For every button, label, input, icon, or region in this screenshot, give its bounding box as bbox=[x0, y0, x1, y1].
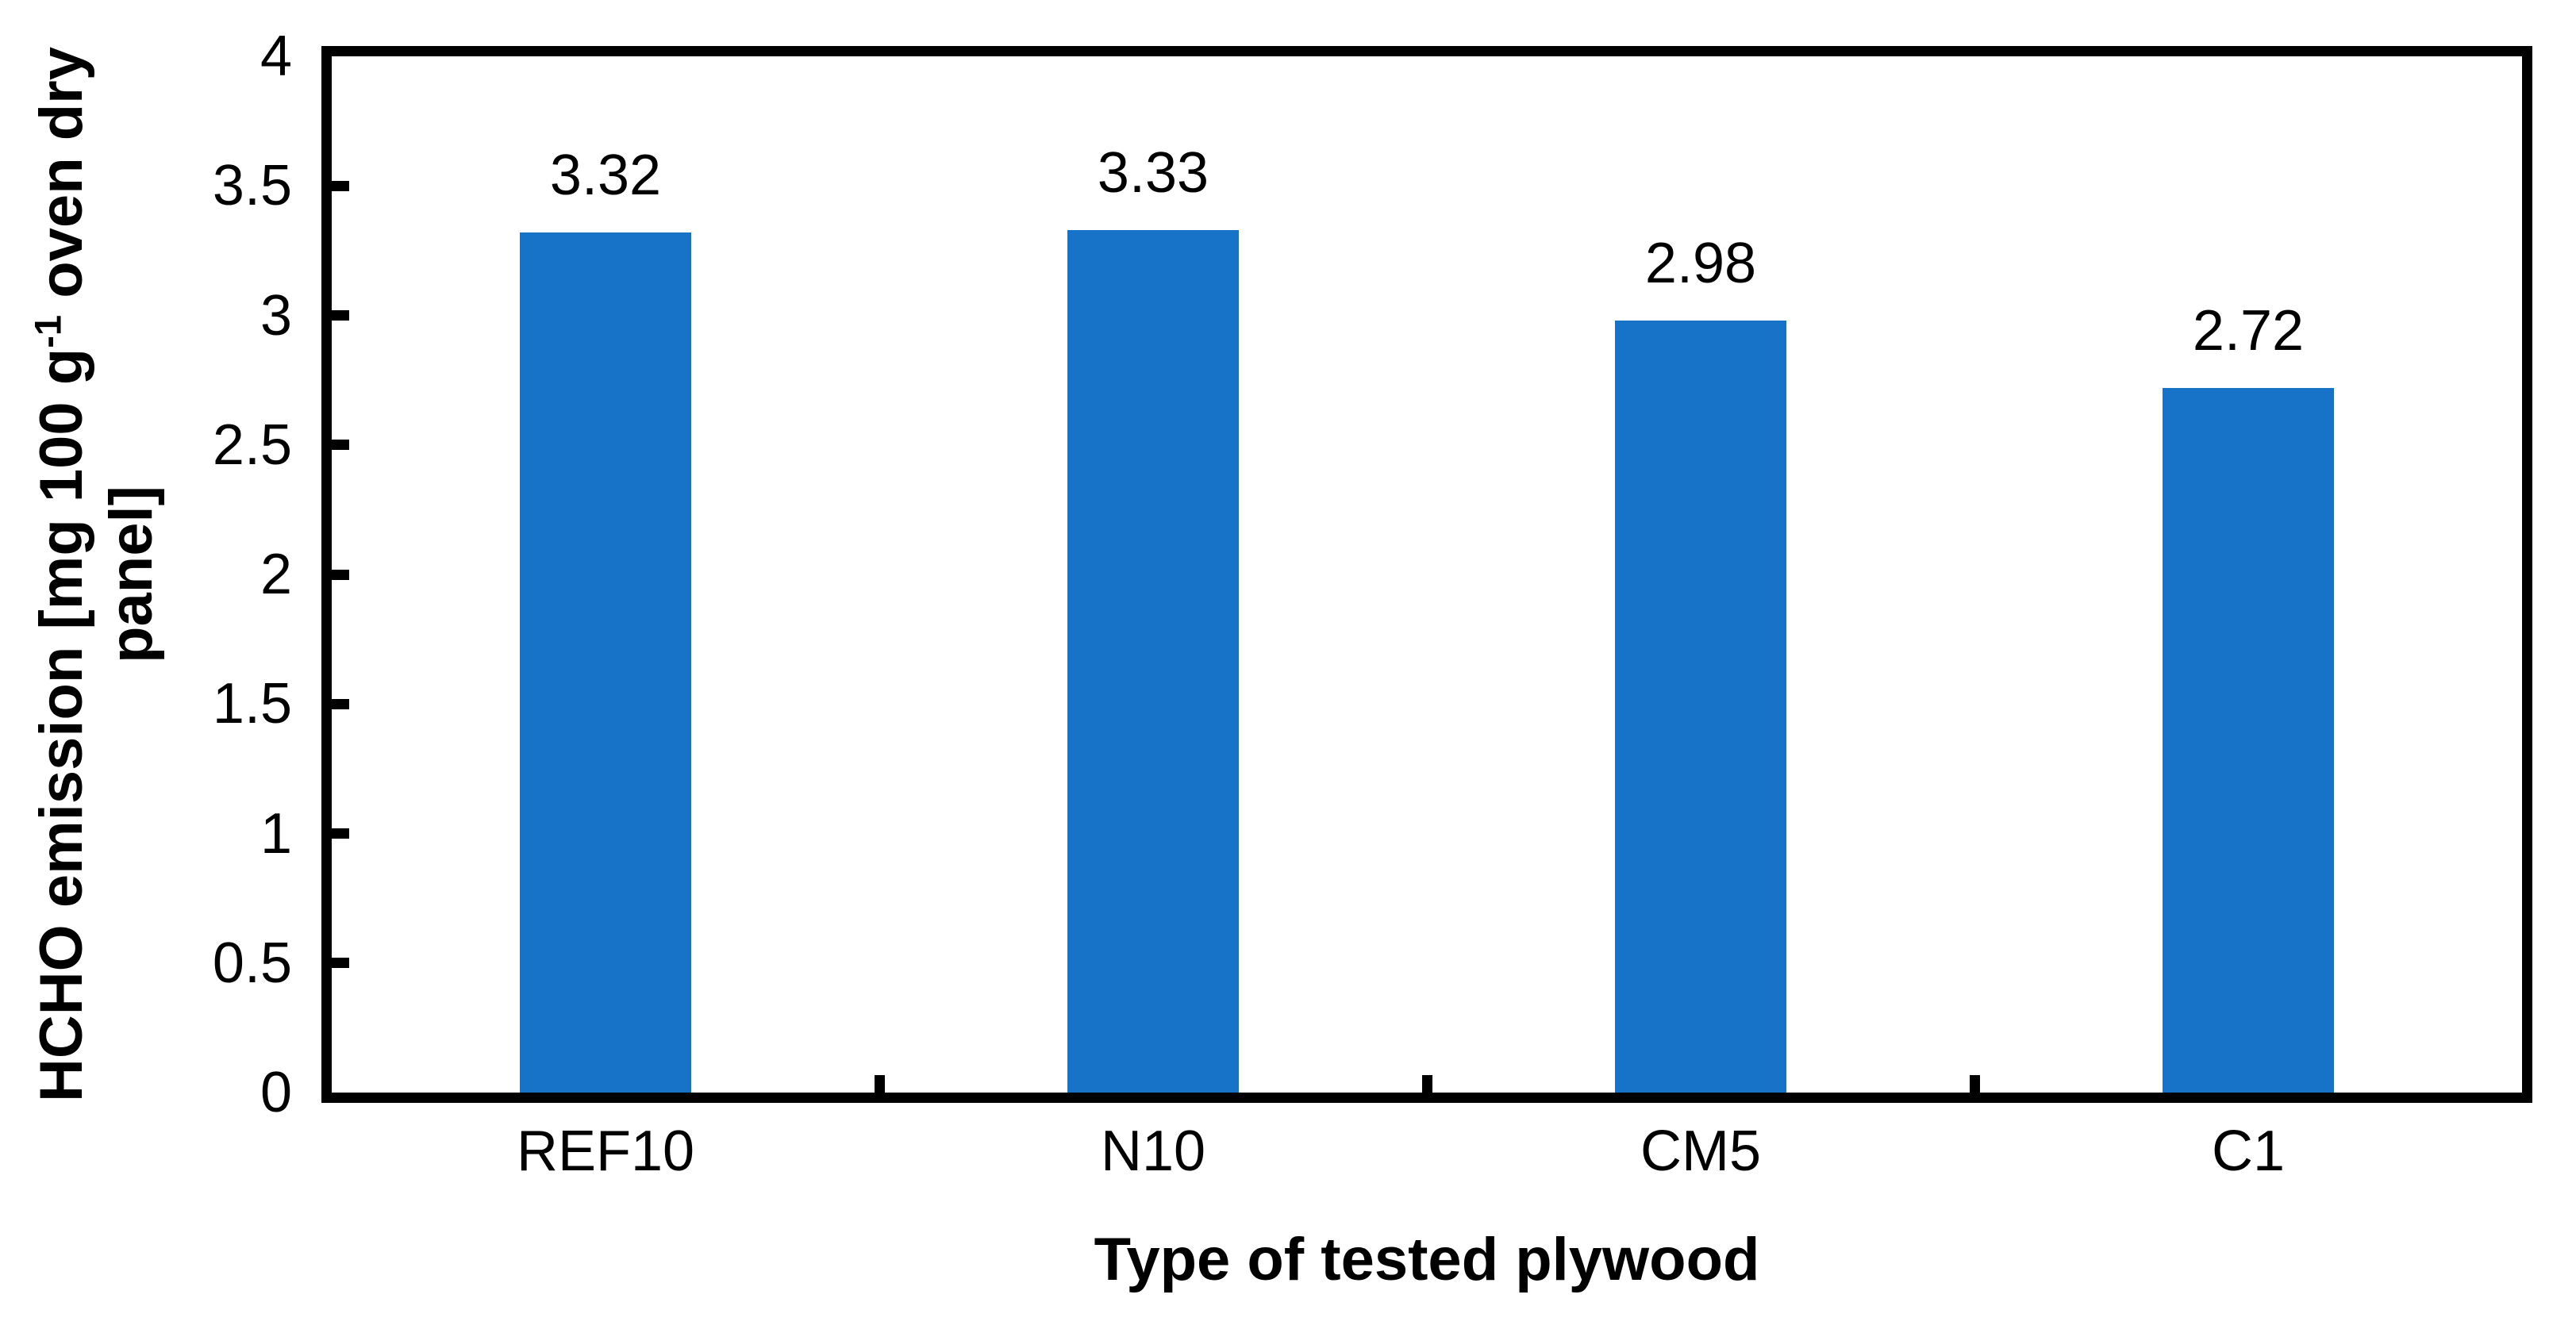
y-tick-label-3: 3 bbox=[260, 283, 292, 348]
y-tick-label-4: 4 bbox=[260, 25, 292, 88]
y-axis-title-text: HCHO emission [mg 100 g bbox=[28, 348, 95, 1103]
data-label-CM5: 2.98 bbox=[1644, 232, 1757, 296]
y-axis-tick-mark bbox=[332, 310, 349, 321]
x-axis-tick-mark bbox=[1969, 1075, 1980, 1093]
y-tick-label-2: 2 bbox=[260, 543, 292, 606]
y-axis-tick-mark bbox=[332, 569, 349, 580]
y-axis-tick-mark bbox=[332, 698, 349, 709]
bar-N10 bbox=[1067, 229, 1239, 1093]
y-tick-label-0: 0 bbox=[260, 1061, 292, 1124]
bar-CM5 bbox=[1615, 321, 1786, 1093]
category-label-N10: N10 bbox=[1100, 1120, 1206, 1183]
y-tick-label-2.5: 2.5 bbox=[212, 413, 292, 477]
y-tick-label-0.5: 0.5 bbox=[212, 931, 292, 995]
x-axis-tick-mark bbox=[874, 1075, 885, 1093]
y-axis-tick-mark bbox=[332, 958, 349, 969]
y-axis-tick-mark bbox=[332, 180, 349, 191]
data-label-N10: 3.33 bbox=[1097, 140, 1209, 205]
y-axis-title-suffix: oven dry bbox=[28, 46, 95, 315]
category-label-REF10: REF10 bbox=[516, 1120, 695, 1183]
x-axis-tick-mark bbox=[1421, 1075, 1432, 1093]
category-label-CM5: CM5 bbox=[1640, 1120, 1761, 1183]
y-tick-label-3.5: 3.5 bbox=[212, 154, 292, 218]
y-axis-title-superscript: -1 bbox=[26, 314, 69, 348]
plot-area bbox=[321, 46, 2532, 1103]
y-tick-label-1.5: 1.5 bbox=[212, 672, 292, 736]
y-tick-label-1: 1 bbox=[260, 801, 292, 866]
y-axis-tick-mark bbox=[332, 828, 349, 839]
x-axis-title: Type of tested plywood bbox=[1094, 1226, 1760, 1293]
data-label-C1: 2.72 bbox=[2192, 298, 2305, 363]
y-axis-tick-mark bbox=[332, 440, 349, 451]
y-axis-title-line1: HCHO emission [mg 100 g-1 oven dry bbox=[27, 47, 97, 1102]
category-label-C1: C1 bbox=[2211, 1120, 2286, 1183]
data-label-REF10: 3.32 bbox=[549, 144, 662, 208]
bar-REF10 bbox=[520, 232, 691, 1093]
bar-C1 bbox=[2163, 387, 2334, 1093]
